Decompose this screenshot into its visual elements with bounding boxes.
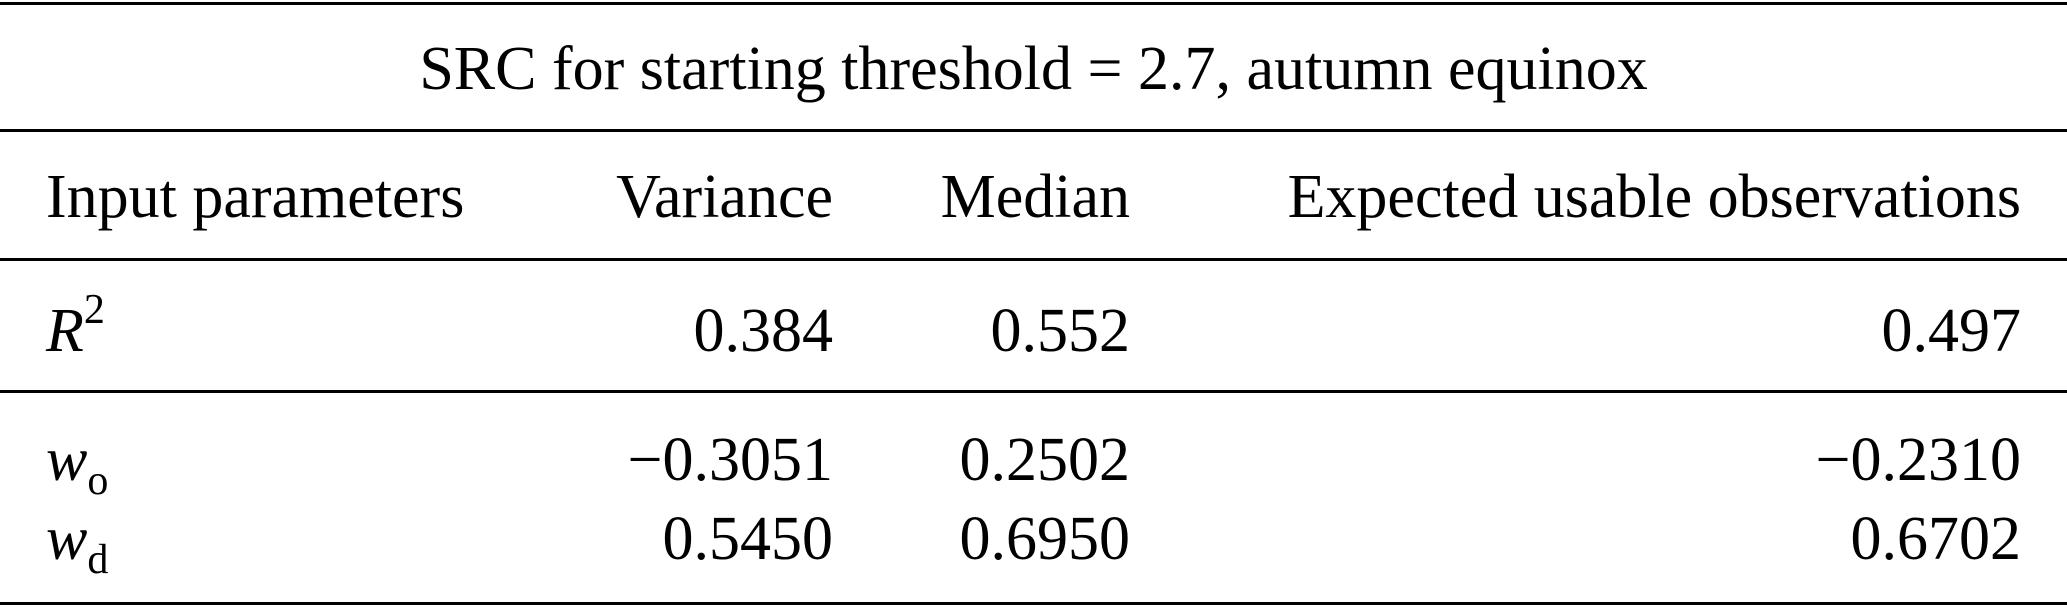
cell-median: 0.2502 [959, 426, 1131, 494]
cell-variance: 0.384 [693, 297, 834, 365]
param-label: wo [46, 426, 108, 502]
caption-rule [0, 129, 2067, 132]
param-base: R [46, 297, 84, 365]
header-rule [0, 258, 2067, 261]
param-sub: o [87, 458, 109, 504]
top-rule [0, 2, 2067, 5]
param-base: w [46, 505, 88, 573]
cell-expected: 0.6702 [1850, 505, 2022, 573]
header-input-parameters: Input parameters [46, 163, 465, 231]
param-sub: d [87, 537, 109, 583]
param-label: R2 [46, 289, 105, 365]
header-variance: Variance [616, 163, 833, 231]
param-sup: 2 [83, 287, 105, 333]
header-median: Median [940, 163, 1130, 231]
cell-expected: −0.2310 [1815, 426, 2021, 494]
cell-median: 0.552 [990, 297, 1131, 365]
param-label: wd [46, 505, 108, 581]
cell-median: 0.6950 [959, 505, 1131, 573]
cell-variance: 0.5450 [662, 505, 834, 573]
cell-variance: −0.3051 [627, 426, 833, 494]
table-caption: SRC for starting threshold = 2.7, autumn… [419, 35, 1648, 103]
param-base: w [46, 426, 88, 494]
cell-expected: 0.497 [1881, 297, 2022, 365]
header-expected-usable-observations: Expected usable observations [1287, 163, 2021, 231]
section-rule [0, 390, 2067, 393]
bottom-rule [0, 602, 2067, 605]
